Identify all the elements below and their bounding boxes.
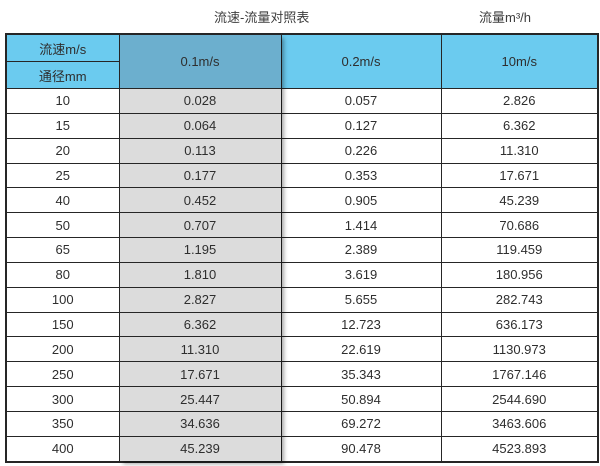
diameter-cell: 300 (5, 386, 120, 412)
value-cell: 6.362 (440, 112, 599, 139)
value-cell: 0.353 (280, 162, 442, 189)
table-row-dn25: 25 0.177 0.353 17.671 (5, 162, 599, 189)
value-cell: 11.310 (118, 336, 282, 363)
value-cell: 282.743 (440, 286, 599, 313)
value-cell: 0.127 (280, 112, 442, 139)
value-cell: 45.239 (440, 187, 599, 214)
title-bar: 流速-流量对照表 流量m³/h (0, 0, 600, 33)
corner-velocity-label: 流速m/s (5, 33, 120, 62)
table-row-dn400: 400 45.239 90.478 4523.893 (5, 435, 599, 463)
table-row-dn200: 200 11.310 22.619 1130.973 (5, 336, 599, 363)
value-cell: 636.173 (440, 311, 599, 338)
value-cell: 5.655 (280, 286, 442, 313)
velocity-header-0-1ms: 0.1m/s (118, 33, 282, 89)
value-cell: 119.459 (440, 237, 599, 263)
flow-unit-label: 流量m³/h (479, 10, 532, 25)
value-cell: 34.636 (118, 410, 282, 437)
value-cell: 50.894 (280, 386, 442, 412)
value-cell: 0.452 (118, 187, 282, 214)
value-cell: 2.389 (280, 237, 442, 263)
value-cell: 45.239 (118, 435, 282, 463)
value-cell: 2.826 (440, 88, 599, 114)
diameter-cell: 350 (5, 410, 120, 437)
value-cell: 3.619 (280, 261, 442, 288)
value-cell: 180.956 (440, 261, 599, 288)
table-row-dn250: 250 17.671 35.343 1767.146 (5, 361, 599, 388)
velocity-header-0-2ms: 0.2m/s (280, 33, 442, 89)
value-cell: 1.810 (118, 261, 282, 288)
table-row-dn40: 40 0.452 0.905 45.239 (5, 187, 599, 214)
value-cell: 0.177 (118, 162, 282, 189)
value-cell: 3463.606 (440, 410, 599, 437)
page-title: 流速-流量对照表 (214, 10, 310, 25)
value-cell: 11.310 (440, 137, 599, 164)
table-row-dn80: 80 1.810 3.619 180.956 (5, 261, 599, 288)
header-row-velocity: 流速m/s 0.1m/s 0.2m/s 10m/s (5, 33, 599, 89)
diameter-cell: 80 (5, 261, 120, 288)
value-cell: 12.723 (280, 311, 442, 338)
value-cell: 90.478 (280, 435, 442, 463)
table-row-dn20: 20 0.113 0.226 11.310 (5, 137, 599, 164)
value-cell: 1.195 (118, 237, 282, 263)
value-cell: 0.905 (280, 187, 442, 214)
table-row-dn65: 65 1.195 2.389 119.459 (5, 237, 599, 263)
value-cell: 0.057 (280, 88, 442, 114)
diameter-cell: 20 (5, 137, 120, 164)
velocity-header-10ms: 10m/s (440, 33, 599, 89)
value-cell: 1.414 (280, 212, 442, 239)
value-cell: 0.028 (118, 88, 282, 114)
table-row-dn50: 50 0.707 1.414 70.686 (5, 212, 599, 239)
diameter-cell: 50 (5, 212, 120, 239)
value-cell: 0.707 (118, 212, 282, 239)
diameter-cell: 40 (5, 187, 120, 214)
table-row-dn300: 300 25.447 50.894 2544.690 (5, 386, 599, 412)
diameter-cell: 25 (5, 162, 120, 189)
value-cell: 2.827 (118, 286, 282, 313)
value-cell: 17.671 (118, 361, 282, 388)
value-cell: 0.064 (118, 112, 282, 139)
diameter-cell: 100 (5, 286, 120, 313)
value-cell: 1130.973 (440, 336, 599, 363)
value-cell: 17.671 (440, 162, 599, 189)
value-cell: 22.619 (280, 336, 442, 363)
value-cell: 69.272 (280, 410, 442, 437)
diameter-cell: 400 (5, 435, 120, 463)
value-cell: 4523.893 (440, 435, 599, 463)
value-cell: 0.226 (280, 137, 442, 164)
diameter-cell: 65 (5, 237, 120, 263)
table-row-dn15: 15 0.064 0.127 6.362 (5, 112, 599, 139)
velocity-flow-conversion-table: 流速m/s 0.1m/s 0.2m/s 10m/s 通径mm 10 0.028 … (5, 33, 599, 463)
diameter-cell: 10 (5, 88, 120, 114)
value-cell: 35.343 (280, 361, 442, 388)
diameter-cell: 150 (5, 311, 120, 338)
diameter-cell: 200 (5, 336, 120, 363)
table-row-dn100: 100 2.827 5.655 282.743 (5, 286, 599, 313)
value-cell: 70.686 (440, 212, 599, 239)
table-row-dn150: 150 6.362 12.723 636.173 (5, 311, 599, 338)
corner-diameter-label: 通径mm (5, 61, 120, 89)
diameter-cell: 15 (5, 112, 120, 139)
value-cell: 1767.146 (440, 361, 599, 388)
value-cell: 25.447 (118, 386, 282, 412)
value-cell: 2544.690 (440, 386, 599, 412)
value-cell: 0.113 (118, 137, 282, 164)
table-row-dn10: 10 0.028 0.057 2.826 (5, 88, 599, 114)
diameter-cell: 250 (5, 361, 120, 388)
value-cell: 6.362 (118, 311, 282, 338)
table-row-dn350: 350 34.636 69.272 3463.606 (5, 410, 599, 437)
header-row-diameter: 通径mm (5, 61, 598, 89)
